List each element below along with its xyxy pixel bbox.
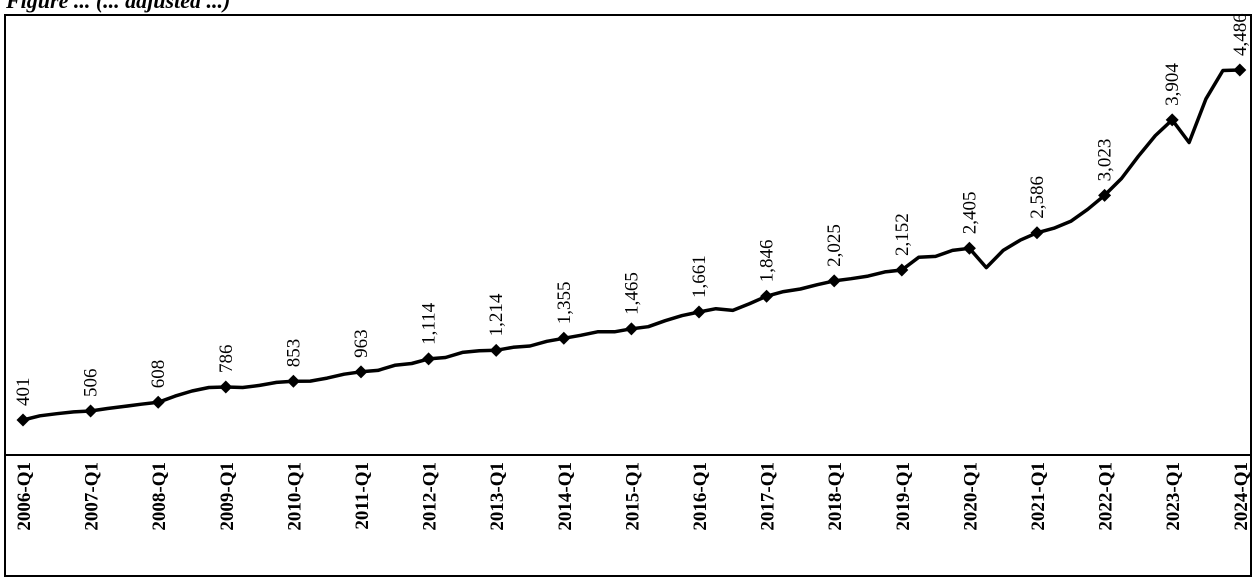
data-label: 2,152 (892, 213, 913, 256)
data-label: 1,114 (419, 302, 440, 345)
data-label: 3,023 (1095, 139, 1116, 182)
data-marker (692, 305, 706, 319)
x-tick-labels: 2006-Q1 2007-Q1 2008-Q1 2009-Q1 2010-Q1 2011-… (14, 462, 1252, 531)
data-label: 2,405 (959, 192, 980, 235)
series-line (22, 68, 1240, 422)
x-tick-label: 2024-Q1 (1231, 462, 1252, 531)
data-markers (16, 63, 1247, 427)
data-label: 2,025 (824, 224, 845, 267)
data-marker (1098, 188, 1112, 202)
data-labels: 401 506 608 786 853 963 1,114 1,214 1,355 1,465 1,… (13, 13, 1251, 406)
x-tick-label: 2016-Q1 (690, 462, 711, 531)
data-label: 1,465 (621, 272, 642, 315)
data-label: 608 (148, 360, 169, 389)
data-label: 3,904 (1162, 63, 1183, 106)
data-marker (1233, 63, 1247, 77)
data-marker (962, 241, 976, 255)
x-tick-label: 2013-Q1 (487, 462, 508, 531)
x-tick-label: 2006-Q1 (14, 462, 35, 531)
data-marker (16, 413, 30, 427)
x-tick-label: 2007-Q1 (82, 462, 103, 531)
figure-caption-strip: Figure ... (... adjusted ...) (0, 0, 1258, 14)
figure-caption: Figure ... (... adjusted ...) (6, 0, 231, 13)
x-tick-label: 2012-Q1 (420, 462, 441, 531)
data-marker (286, 374, 300, 388)
data-label: 963 (351, 329, 372, 358)
x-tick-label: 2014-Q1 (555, 462, 576, 531)
x-tick-label: 2010-Q1 (284, 462, 305, 531)
series-line-layer (22, 68, 1240, 422)
data-marker (489, 343, 503, 357)
data-label: 1,846 (757, 239, 778, 282)
x-tick-label: 2020-Q1 (960, 462, 981, 531)
data-label: 786 (216, 345, 237, 374)
data-marker (84, 404, 98, 418)
x-tick-label: 2023-Q1 (1163, 462, 1184, 531)
data-marker (895, 263, 909, 277)
data-label: 2,586 (1027, 176, 1048, 219)
data-label: 1,355 (554, 282, 575, 325)
data-marker (1165, 113, 1179, 127)
data-marker (827, 274, 841, 288)
x-tick-label: 2008-Q1 (149, 462, 170, 531)
data-marker (1030, 226, 1044, 240)
x-tick-label: 2009-Q1 (217, 462, 238, 531)
data-label: 4,486 (1230, 13, 1251, 56)
x-tick-label: 2018-Q1 (825, 462, 846, 531)
x-tick-label: 2022-Q1 (1096, 462, 1117, 531)
data-label: 1,214 (486, 293, 507, 336)
data-label: 853 (283, 339, 304, 368)
x-tick-label: 2011-Q1 (352, 462, 373, 530)
data-marker (219, 380, 233, 394)
data-marker (557, 331, 571, 345)
x-tick-label: 2021-Q1 (1028, 462, 1049, 531)
data-label: 1,661 (689, 255, 710, 298)
data-marker (151, 395, 165, 409)
data-marker (760, 289, 774, 303)
x-tick-label: 2017-Q1 (758, 462, 779, 531)
x-tick-label: 2019-Q1 (893, 462, 914, 531)
data-marker (422, 352, 436, 366)
data-label: 506 (81, 369, 102, 398)
data-label: 401 (13, 378, 34, 407)
data-marker (354, 365, 368, 379)
chart-frame (4, 14, 1252, 577)
x-tick-label: 2015-Q1 (622, 462, 643, 531)
data-marker (624, 322, 638, 336)
